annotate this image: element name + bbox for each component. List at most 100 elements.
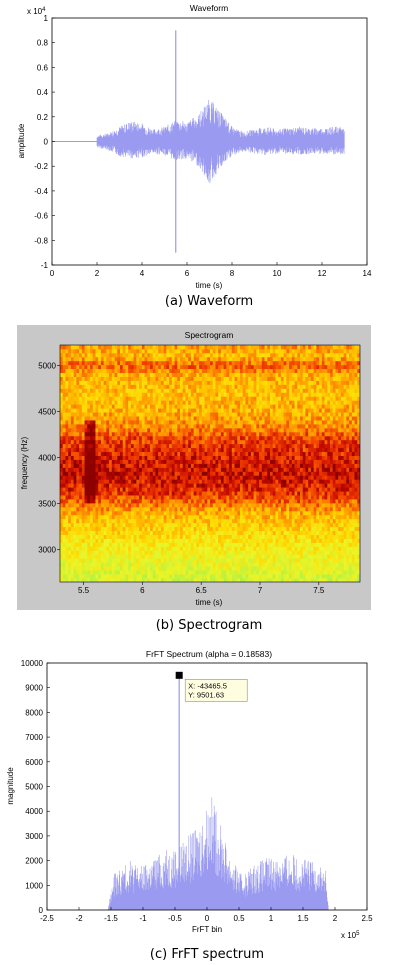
spectrogram-cell <box>261 526 265 532</box>
spectrogram-cell <box>70 483 75 488</box>
spectrogram-cell <box>106 578 110 582</box>
spectrogram-cell <box>223 404 227 409</box>
spectrogram-cell <box>136 348 140 354</box>
spectrogram-cell <box>250 345 255 350</box>
spectrogram-cell <box>81 506 85 512</box>
spectrogram-cell <box>150 514 154 520</box>
spectrogram-cell <box>226 546 230 551</box>
spectrogram-cell <box>223 392 227 397</box>
spectrogram-cell <box>218 506 222 512</box>
spectrogram-cell <box>125 471 129 476</box>
spectrogram-cell <box>90 372 94 377</box>
spectrogram-cell <box>267 360 271 366</box>
spectrogram-cell <box>92 408 96 413</box>
spectrogram-cell <box>106 471 110 476</box>
spectrogram-cell <box>120 526 124 532</box>
spectrogram-cell <box>259 416 263 421</box>
spectrogram-cell <box>106 475 110 480</box>
spectrogram-cell <box>79 443 83 449</box>
spectrogram-cell <box>278 459 282 464</box>
spectrogram-cell <box>122 530 126 535</box>
spectrogram-cell <box>259 578 263 582</box>
spectrogram-cell <box>133 534 137 539</box>
spectrogram-cell <box>79 388 83 393</box>
spectrogram-cell <box>166 459 170 464</box>
spectrogram-cell <box>160 578 165 582</box>
spectrogram-cell <box>220 570 225 575</box>
spectrogram-cell <box>226 574 230 579</box>
spectrogram-cell <box>90 443 94 449</box>
spectrogram-cell <box>65 550 69 555</box>
spectrogram-cell <box>158 396 162 401</box>
spectrogram-cell <box>62 499 66 504</box>
spectrogram-cell <box>177 467 181 472</box>
spectrogram-cell <box>267 388 271 393</box>
spectrogram-cell <box>280 447 285 453</box>
spectrogram-cell <box>253 368 257 374</box>
spectrogram-cell <box>193 570 197 575</box>
spectrogram-cell <box>177 360 181 366</box>
spectrogram-cell <box>114 439 118 445</box>
spectrogram-cell <box>242 396 246 401</box>
spectrogram-cell <box>130 396 135 401</box>
spectrogram-cell <box>163 530 167 535</box>
spectrogram-cell <box>229 495 233 500</box>
spectrogram-cell <box>180 372 184 377</box>
spectrogram-cell <box>155 439 159 445</box>
spectrogram-cell <box>264 522 268 528</box>
spectrogram-cell <box>133 566 137 571</box>
spectrogram-cell <box>139 447 143 453</box>
spectrogram-cell <box>264 483 268 488</box>
spectrogram-cell <box>114 503 118 508</box>
spectrogram-cell <box>210 372 214 377</box>
spectrogram-cell <box>163 518 167 524</box>
spectrogram-cell <box>264 447 268 453</box>
spectrogram-cell <box>226 550 230 555</box>
spectrogram-cell <box>193 345 197 350</box>
spectrogram-cell <box>210 380 214 385</box>
spectrogram-cell <box>169 491 173 496</box>
spectrogram-cell <box>65 345 69 350</box>
spectrogram-cell <box>103 471 107 476</box>
spectrogram-cell <box>261 356 265 362</box>
spectrogram-cell <box>76 542 80 547</box>
spectrogram-cell <box>139 416 143 421</box>
spectrogram-cell <box>280 416 285 421</box>
spectrogram-cell <box>70 431 75 437</box>
spectrogram-cell <box>280 376 285 381</box>
spectrogram-cell <box>147 570 151 575</box>
spectrogram-cell <box>109 530 113 535</box>
spectrogram-cell <box>120 404 124 409</box>
spectrogram-cell <box>73 364 77 370</box>
spectrogram-cell <box>250 558 255 563</box>
spectrogram-cell <box>220 439 225 445</box>
spectrogram-cell <box>60 574 64 579</box>
spectrogram-cell <box>256 372 260 377</box>
spectrogram-cell <box>231 518 235 524</box>
spectrogram-cell <box>242 404 246 409</box>
spectrogram-cell <box>84 534 88 539</box>
spectrogram-cell <box>177 475 181 480</box>
spectrogram-cell <box>155 360 159 366</box>
spectrogram-cell <box>226 510 230 516</box>
spectrogram-cell <box>87 506 91 512</box>
spectrogram-cell <box>220 506 225 512</box>
spectrogram-cell <box>248 542 252 547</box>
spectrogram-cell <box>275 427 279 433</box>
spectrogram-cell <box>150 495 154 500</box>
spectrogram-cell <box>114 412 118 417</box>
spectrogram-cell <box>196 491 200 496</box>
spectrogram-cell <box>60 376 64 381</box>
spectrogram-cell <box>147 459 151 464</box>
spectrogram-cell <box>210 534 214 539</box>
spectrogram-cell <box>141 479 145 484</box>
spectrogram-cell <box>158 455 162 460</box>
spectrogram-cell <box>150 380 154 385</box>
spectrogram-cell <box>136 396 140 401</box>
spectrogram-cell <box>103 538 107 543</box>
spectrogram-cell <box>73 483 77 488</box>
spectrogram-cell <box>275 384 279 389</box>
spectrogram-cell <box>100 546 105 551</box>
spectrogram-cell <box>231 384 235 389</box>
spectrogram-cell <box>240 392 244 397</box>
